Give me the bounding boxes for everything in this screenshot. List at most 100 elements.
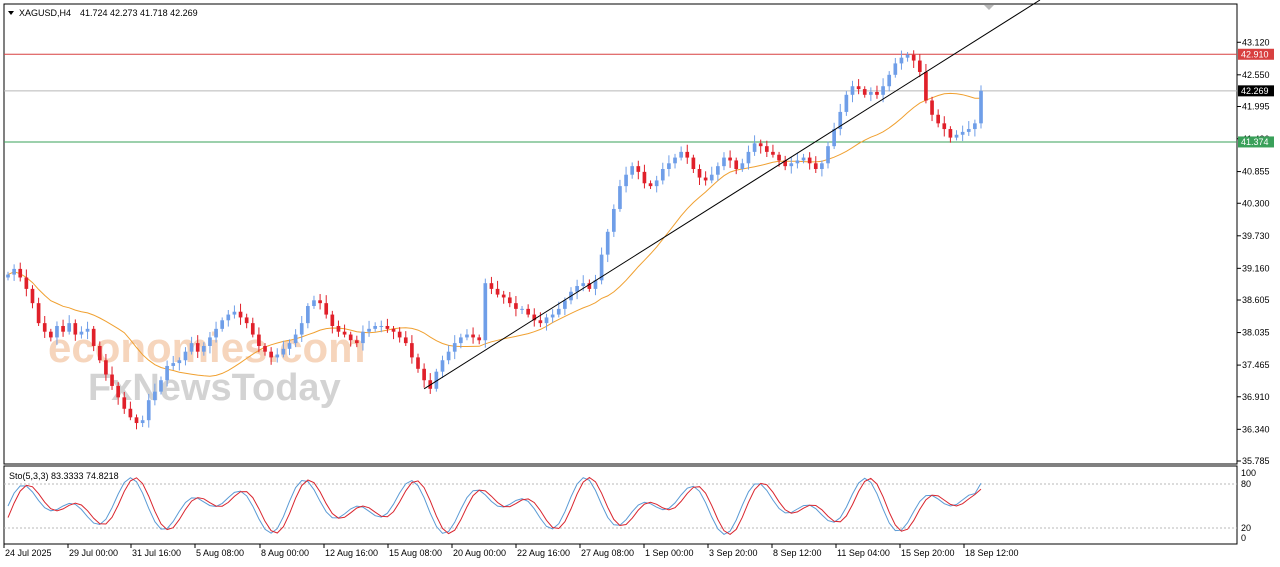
osc-level-20: 20	[1241, 523, 1251, 533]
candle-bull	[159, 380, 163, 392]
price-tick-label: 41.995	[1242, 101, 1270, 111]
candle-bull	[979, 90, 983, 124]
support-price-label: 41.374	[1241, 137, 1269, 147]
candle-bear	[703, 177, 708, 181]
candle-bull	[171, 363, 176, 366]
candle-bear	[856, 86, 861, 90]
candle-bear	[36, 303, 41, 324]
candle-bear	[318, 300, 322, 304]
candle-bull	[599, 254, 604, 281]
candle-bear	[862, 89, 867, 95]
price-tick-label: 43.120	[1242, 37, 1270, 47]
time-tick-label: 1 Sep 00:00	[645, 548, 694, 558]
candle-bear	[514, 303, 518, 309]
candle-bull	[667, 163, 671, 170]
candle-bull	[826, 146, 830, 164]
candle-bear	[936, 114, 940, 124]
candle-bear	[30, 288, 35, 304]
price-tick-label: 35.785	[1242, 456, 1270, 466]
resistance-price-label: 42.910	[1241, 49, 1269, 59]
candle-bear	[104, 360, 108, 375]
candle-bear	[250, 323, 255, 335]
candle-bull	[361, 331, 365, 344]
main-chart-frame	[3, 3, 1238, 465]
candle-bear	[336, 325, 341, 332]
candle-bull	[795, 160, 800, 164]
candle-bull	[593, 280, 598, 289]
candle-bull	[709, 174, 714, 181]
osc-level-100: 100	[1241, 468, 1256, 478]
ohlc-values: 41.724 42.273 41.718 42.269	[80, 8, 198, 18]
time-tick-label: 8 Aug 00:00	[261, 548, 309, 558]
candle-bear	[489, 283, 494, 289]
time-tick-label: 22 Aug 16:00	[517, 548, 570, 558]
candle-bull	[183, 351, 188, 361]
candle-bear	[777, 154, 781, 161]
candle-bull	[79, 331, 84, 335]
candle-bull	[660, 169, 665, 181]
symbol-label: XAGUSD,H4	[19, 8, 71, 18]
chart-shift-marker-icon[interactable]	[984, 5, 994, 10]
candle-bear	[116, 385, 120, 398]
candle-bear	[917, 60, 922, 72]
time-axis: 24 Jul 2025 29 Jul 00:00 31 Jul 16:00 5 Aug…	[3, 544, 1019, 558]
candle-bear	[354, 340, 359, 344]
candle-bear	[728, 157, 732, 161]
candle-bull	[905, 54, 910, 58]
candle-bear	[764, 146, 769, 152]
candle-bull	[679, 151, 683, 158]
candle-bull	[618, 186, 622, 209]
candle-bear	[642, 171, 647, 184]
candle-bull	[293, 334, 298, 344]
candle-bear	[195, 343, 200, 352]
candle-bear	[495, 288, 500, 295]
time-tick-label: 31 Jul 16:00	[132, 548, 181, 558]
candle-bull	[611, 208, 616, 232]
candle-bear	[771, 151, 775, 155]
candle-bull	[446, 351, 451, 361]
candle-bull	[820, 163, 824, 170]
candle-bull	[801, 157, 806, 161]
candle-bull	[483, 283, 488, 341]
candle-bull	[214, 328, 218, 338]
resistance-price-tag: 42.910	[1238, 48, 1274, 60]
candle-bull	[844, 94, 849, 112]
symbol-dropdown-icon[interactable]	[8, 11, 14, 15]
candle-bull	[201, 345, 206, 352]
candle-bear	[924, 71, 928, 101]
current-price-label: 42.269	[1241, 86, 1269, 96]
candle-bull	[960, 131, 965, 135]
candle-bull	[550, 314, 555, 318]
candle-bear	[257, 334, 261, 346]
time-tick-label: 12 Aug 16:00	[325, 548, 378, 558]
candle-bear	[403, 337, 408, 344]
candle-bear	[391, 328, 396, 332]
price-tick-label: 39.730	[1242, 231, 1270, 241]
candle-bear	[948, 129, 953, 138]
candle-bull	[838, 111, 843, 130]
candle-bull	[716, 166, 720, 175]
candle-bear	[691, 157, 696, 170]
candle-bull	[581, 283, 586, 287]
candle-bear	[422, 368, 426, 381]
candle-bear	[110, 374, 114, 386]
candle-bull	[67, 323, 72, 332]
time-tick-label: 18 Sep 12:00	[965, 548, 1019, 558]
candle-bear	[263, 345, 267, 352]
candle-bear	[24, 277, 29, 289]
candle-bull	[299, 323, 304, 335]
candle-bear	[18, 268, 23, 278]
time-tick-label: 24 Jul 2025	[5, 548, 52, 558]
time-tick-label: 20 Aug 00:00	[453, 548, 506, 558]
trend-line[interactable]	[423, 0, 1041, 390]
current-price-tag: 42.269	[1238, 85, 1274, 97]
candle-bull	[85, 328, 90, 332]
candle-bull	[973, 123, 977, 130]
candle-bear	[532, 314, 537, 321]
candle-bull	[367, 328, 371, 332]
candle-bear	[49, 331, 53, 338]
candle-bear	[471, 334, 475, 338]
price-tick-label: 36.910	[1242, 392, 1270, 402]
candle-bear	[526, 308, 530, 315]
